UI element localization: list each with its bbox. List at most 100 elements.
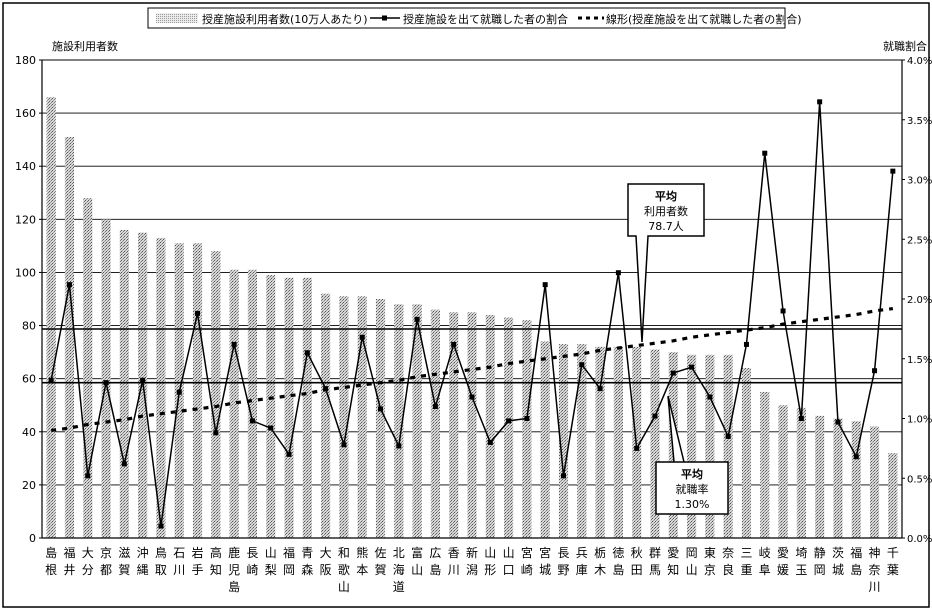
ratio-marker [579, 362, 585, 368]
ratio-marker [743, 341, 749, 347]
ratio-marker [890, 168, 896, 174]
x-tick-label: 島 [612, 562, 624, 577]
right-tick-label: 3.0% [907, 176, 932, 187]
legend-swatch-bar [156, 13, 198, 23]
legend-label-bar: 授産施設利用者数(10万人あたり) [202, 12, 368, 26]
x-tick-label: 分 [82, 563, 94, 577]
callout-average-rate-text: 就職率 [676, 482, 709, 496]
x-tick-label: 岐 [759, 546, 771, 560]
bar [522, 320, 532, 538]
x-tick-label: 野 [557, 563, 569, 577]
bar [266, 275, 276, 538]
bar [687, 354, 697, 538]
ratio-marker [341, 442, 347, 448]
left-tick-label: 160 [15, 107, 36, 120]
ratio-marker [469, 394, 475, 400]
right-tick-label: 1.0% [907, 415, 932, 426]
left-tick-label: 60 [22, 373, 36, 386]
x-tick-label: 川 [173, 563, 185, 577]
ratio-marker [103, 380, 109, 386]
ratio-marker [506, 418, 512, 424]
x-tick-label: 高 [210, 545, 222, 560]
x-tick-label: 宮 [521, 545, 533, 560]
bar [156, 237, 166, 538]
left-tick-label: 140 [15, 160, 36, 173]
bar [467, 312, 477, 538]
callout-average-users-text: 利用者数 [644, 205, 688, 218]
callout-average-users-text: 平均 [655, 189, 677, 203]
x-tick-label: 知 [210, 563, 222, 577]
bar [412, 304, 422, 538]
ratio-marker [323, 386, 329, 392]
bar [46, 97, 56, 538]
ratio-marker [853, 454, 859, 460]
bar [760, 391, 770, 538]
x-tick-label: 根 [45, 563, 57, 577]
bar [869, 426, 880, 538]
left-tick-label: 0 [29, 532, 36, 545]
x-tick-label: 岡 [283, 563, 295, 577]
ratio-marker [121, 461, 127, 467]
x-tick-label: 沖 [137, 546, 149, 560]
bar [613, 346, 623, 538]
bar [705, 354, 715, 538]
ratio-marker [268, 425, 274, 431]
left-tick-label: 40 [22, 426, 36, 439]
ratio-marker [798, 416, 804, 421]
right-tick-label: 2.0% [907, 295, 932, 306]
x-tick-label: 鹿 [228, 545, 240, 560]
x-tick-label: 石 [173, 546, 185, 560]
x-tick-label: 庫 [576, 563, 588, 577]
x-tick-label: 群 [649, 546, 661, 560]
left-tick-label: 120 [15, 213, 36, 226]
bar [357, 296, 367, 538]
bar [851, 421, 861, 538]
ratio-marker [560, 473, 566, 479]
x-tick-label: 阜 [759, 563, 771, 577]
x-tick-label: 大 [82, 546, 94, 560]
x-tick-label: 新 [466, 545, 478, 560]
x-tick-label: 木 [594, 563, 606, 577]
bar [595, 346, 605, 538]
x-tick-label: 潟 [466, 563, 478, 577]
line-series [48, 99, 896, 529]
bar [558, 344, 569, 538]
callout-average-users [627, 183, 705, 343]
x-tick-label: 島 [429, 562, 441, 577]
ratio-marker [414, 316, 420, 322]
axes: 施設利用者数 就職割合 0 20 40 60 80 100 120 140 160 180 0.0% 0.… [15, 39, 932, 594]
legend-swatch-marker [382, 15, 387, 21]
bar [504, 317, 514, 538]
ratio-marker [176, 389, 182, 395]
right-tick-label: 0.5% [907, 474, 932, 485]
ratio-marker [378, 406, 384, 412]
x-tick-label: 本 [356, 563, 368, 577]
ratio-marker [231, 341, 237, 347]
x-tick-label: 茨 [832, 546, 844, 560]
right-tick-label: 4.0% [907, 56, 932, 67]
bar [577, 344, 587, 538]
bar [540, 341, 550, 538]
x-tick-label: 愛 [667, 546, 679, 560]
x-tick-label: 歌 [338, 562, 350, 577]
bar [302, 277, 312, 538]
right-tick-label: 1.5% [907, 355, 932, 366]
bar [101, 219, 111, 539]
callout-average-rate-text: 1.30% [675, 498, 710, 511]
x-tick-label: 岩 [192, 545, 204, 560]
x-tick-label: 兵 [576, 546, 588, 560]
x-tick-label: 媛 [777, 563, 789, 577]
x-tick-label: 長 [246, 546, 258, 560]
ratio-marker [249, 418, 255, 424]
x-tick-label: 葉 [887, 563, 899, 577]
bar [888, 453, 898, 538]
bar [229, 269, 239, 538]
x-tick-label: 児 [228, 563, 240, 577]
x-tick-label: 徳 [612, 545, 624, 560]
ratio-marker [432, 404, 438, 410]
ratio-marker [140, 377, 146, 383]
x-tick-label: 神 [869, 546, 881, 560]
x-tick-label: 香 [448, 546, 460, 560]
ratio-marker [396, 443, 402, 449]
